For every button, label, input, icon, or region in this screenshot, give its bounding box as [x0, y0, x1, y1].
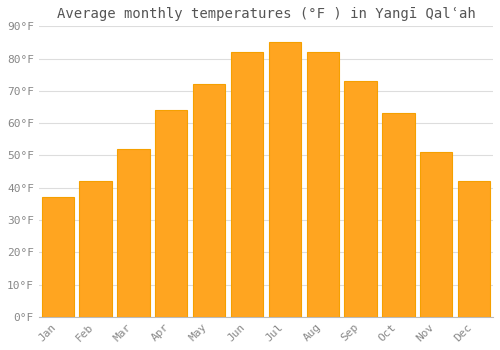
Bar — [80, 181, 112, 317]
Bar — [193, 84, 225, 317]
Bar — [458, 181, 490, 317]
Bar — [344, 81, 376, 317]
Bar — [269, 42, 301, 317]
Bar — [155, 110, 188, 317]
Bar — [306, 52, 339, 317]
Bar — [118, 149, 150, 317]
Bar — [231, 52, 263, 317]
Title: Average monthly temperatures (°F ) in Yangī Qalʿah: Average monthly temperatures (°F ) in Ya… — [56, 7, 476, 21]
Bar — [420, 152, 452, 317]
Bar — [382, 113, 414, 317]
Bar — [42, 197, 74, 317]
